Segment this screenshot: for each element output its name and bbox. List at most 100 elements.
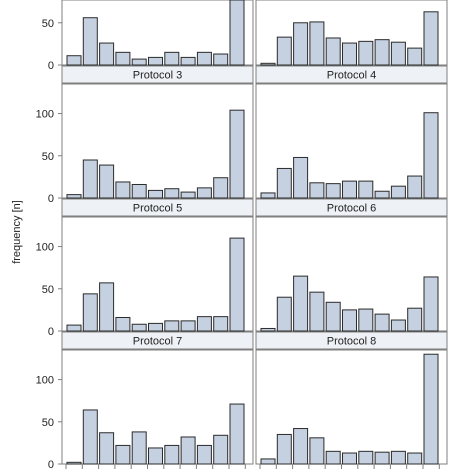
histogram-bar: [164, 51, 180, 66]
panel-strip: [61, 65, 254, 84]
panel-title: Protocol 7: [133, 336, 183, 348]
panel-title: Protocol 8: [327, 336, 377, 348]
panel-grid: 0 50 Protocol 3 Protocol 4 0 50 100 Protocol 5 P…: [36, 0, 448, 471]
histogram-bar: [276, 167, 292, 199]
histogram-bar: [407, 307, 423, 332]
y-tick-label: 50: [42, 151, 54, 163]
histogram-bar: [342, 180, 357, 199]
panel-strip: [255, 198, 448, 217]
histogram-bar: [390, 450, 406, 465]
histogram-bar: [131, 58, 147, 66]
histogram-bar: [131, 183, 147, 199]
histogram-bar: [213, 434, 229, 465]
histogram-bar: [180, 56, 196, 66]
histogram-bar: [66, 324, 82, 332]
histogram-bar: [407, 47, 423, 66]
histogram-bar: [309, 291, 325, 332]
histogram-bar: [390, 185, 406, 199]
panel-strip: [255, 331, 448, 350]
histogram-bar: [99, 42, 115, 66]
histogram-bar: [196, 316, 212, 332]
histogram-bar: [374, 313, 390, 332]
y-tick-label: 0: [48, 326, 54, 338]
histogram-bar: [309, 182, 325, 199]
histogram-bar: [276, 433, 292, 465]
histogram-bar: [293, 156, 309, 199]
histogram-bar: [148, 56, 163, 66]
y-tick-label: 50: [42, 18, 54, 30]
histogram-bar: [423, 11, 439, 66]
histogram-bar: [407, 175, 423, 199]
y-tick-label: 100: [36, 375, 54, 387]
histogram-bar: [66, 194, 82, 199]
histogram-bar: [115, 444, 131, 465]
histogram-bar: [342, 42, 357, 66]
histogram-bar: [309, 437, 325, 465]
histogram-bar: [309, 21, 325, 66]
histogram-bar: [358, 308, 374, 332]
histogram-bar: [293, 275, 309, 332]
histogram-bar: [342, 309, 357, 332]
histogram-bar: [260, 458, 276, 465]
histogram-bar: [423, 353, 439, 465]
histogram-bar: [325, 37, 341, 66]
histogram-bar: [358, 180, 374, 199]
histogram-bar: [358, 40, 374, 66]
histogram-bar: [213, 177, 229, 199]
histogram-bar: [293, 428, 309, 465]
histogram-bar: [164, 444, 180, 465]
histogram-bar: [196, 444, 212, 465]
histogram-bar: [115, 181, 131, 199]
histogram-bar: [260, 62, 276, 66]
panel-title: Protocol 3: [133, 70, 183, 82]
histogram-bar: [213, 53, 229, 66]
y-tick-label: 100: [36, 242, 54, 254]
histogram-bar: [407, 452, 423, 465]
histogram-bar: [148, 322, 163, 332]
y-tick-label: 50: [42, 284, 54, 296]
histogram-bar: [164, 320, 180, 332]
histogram-bar: [293, 22, 309, 66]
histogram-bar: [276, 36, 292, 66]
histogram-bar: [229, 109, 245, 199]
histogram-bar: [325, 450, 341, 465]
histogram-bar: [213, 316, 229, 332]
histogram-bar: [148, 447, 163, 465]
panel-title: Protocol 5: [133, 203, 183, 215]
histogram-bar: [180, 320, 196, 332]
histogram-bar: [276, 296, 292, 332]
histogram-bar: [148, 189, 163, 199]
histogram-bar: [66, 55, 82, 66]
histogram-bar: [180, 191, 196, 199]
histogram-bar: [99, 282, 115, 332]
panel-title: Protocol 6: [327, 203, 377, 215]
histogram-bar: [374, 451, 390, 465]
histogram-bar: [131, 323, 147, 332]
y-tick-label: 0: [48, 60, 54, 72]
histogram-bar: [115, 51, 131, 66]
histogram-bar: [423, 276, 439, 332]
histogram-bar: [374, 190, 390, 199]
histogram-bar: [99, 432, 115, 465]
y-tick-label: 0: [48, 193, 54, 205]
histogram-bar: [358, 450, 374, 465]
histogram-bar: [325, 183, 341, 199]
histogram-bar: [115, 316, 131, 332]
y-tick-label: 0: [48, 459, 54, 471]
panel-title: Protocol 4: [327, 70, 377, 82]
histogram-bar: [196, 51, 212, 66]
histogram-bar: [229, 0, 245, 66]
histogram-bar: [229, 237, 245, 332]
histogram-bar: [164, 188, 180, 199]
histogram-bar: [229, 403, 245, 465]
histogram-bar: [196, 187, 212, 199]
y-axis-label: frequency [n]: [11, 200, 23, 264]
histogram-bar: [131, 431, 147, 465]
histogram-bar: [260, 327, 276, 332]
histogram-bar: [82, 17, 98, 66]
histogram-bar: [423, 112, 439, 199]
panel-strip: [61, 331, 254, 350]
histogram-bar: [82, 409, 98, 465]
histogram-bar: [390, 319, 406, 332]
histogram-bar: [374, 39, 390, 66]
